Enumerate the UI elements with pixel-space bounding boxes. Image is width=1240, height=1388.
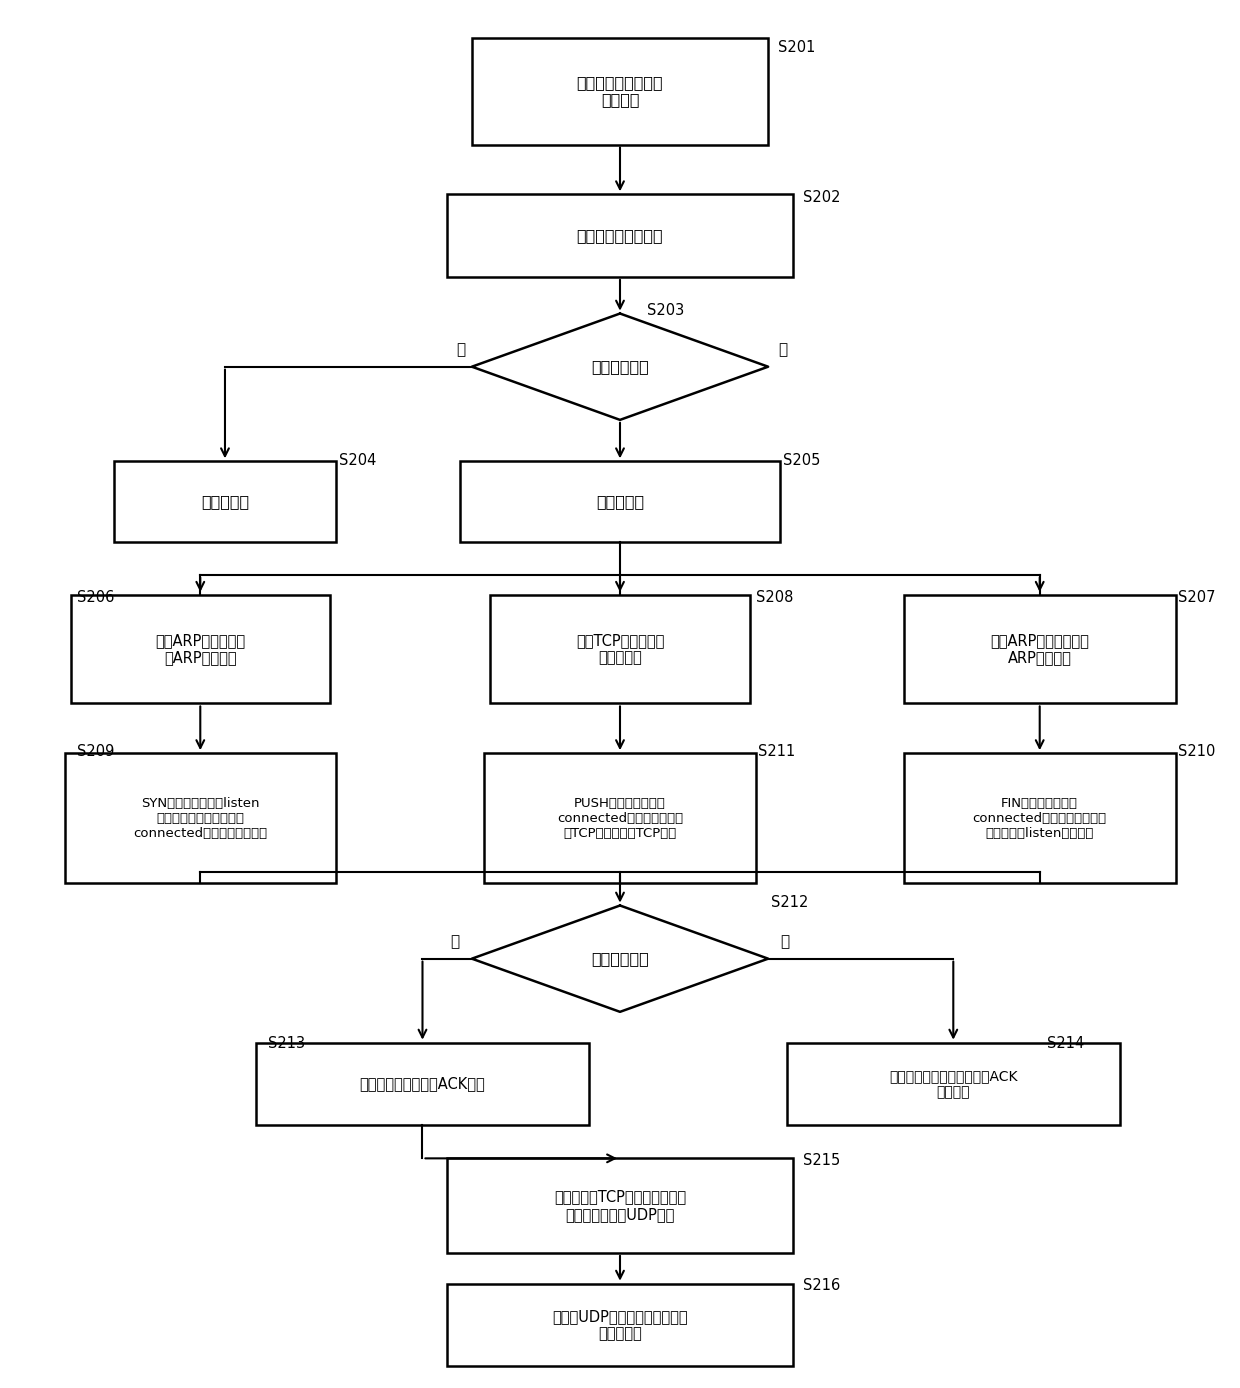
Text: S215: S215 <box>802 1153 839 1167</box>
Bar <box>448 194 792 276</box>
Text: 是: 是 <box>450 934 460 949</box>
Text: 采集一帧报文，提取
关键字段: 采集一帧报文，提取 关键字段 <box>577 75 663 108</box>
Bar <box>904 594 1176 704</box>
Text: S216: S216 <box>802 1278 839 1294</box>
Text: S205: S205 <box>782 454 821 468</box>
Text: S202: S202 <box>802 190 841 205</box>
Text: S214: S214 <box>1047 1035 1084 1051</box>
Text: S211: S211 <box>758 744 796 759</box>
Text: SYN符号时，且处于listen
状态，则经过三次握手后
connected状态识别状态标识: SYN符号时，且处于listen 状态，则经过三次握手后 connected状态… <box>133 797 268 840</box>
Text: 判断是否相等: 判断是否相等 <box>591 951 649 966</box>
Text: 识别协议名: 识别协议名 <box>596 494 644 509</box>
Bar <box>786 1042 1120 1126</box>
Text: S208: S208 <box>756 590 794 605</box>
Bar <box>904 754 1176 883</box>
Bar <box>114 461 336 541</box>
Text: 匹配目标机特征信息: 匹配目标机特征信息 <box>577 228 663 243</box>
Text: S209: S209 <box>77 744 114 759</box>
Text: FIN状态时，且处于
connected状态，则经过四次
挥手后回到listen监听状态: FIN状态时，且处于 connected状态，则经过四次 挥手后回到listen… <box>972 797 1107 840</box>
Text: PUSH状态时，且处于
connected状态，比较接收
的TCP序号和期望TCP序号: PUSH状态时，且处于 connected状态，比较接收 的TCP序号和期望TC… <box>557 797 683 840</box>
Text: 是: 是 <box>777 343 787 357</box>
Text: S204: S204 <box>339 454 376 468</box>
Text: S201: S201 <box>777 40 816 54</box>
Text: S213: S213 <box>268 1035 305 1051</box>
Text: S203: S203 <box>647 303 684 318</box>
Text: 不更新期望序号，且不回应ACK
确认报文: 不更新期望序号，且不回应ACK 确认报文 <box>889 1069 1018 1099</box>
Text: 否: 否 <box>456 343 466 357</box>
Bar <box>472 39 768 144</box>
Bar <box>71 594 330 704</box>
Bar <box>490 594 750 704</box>
Text: 采用TCP协议时，识
别状态标识: 采用TCP协议时，识 别状态标识 <box>575 633 665 665</box>
Text: S207: S207 <box>1178 590 1215 605</box>
Text: 丢弃当前帧: 丢弃当前帧 <box>201 494 249 509</box>
Bar <box>255 1042 589 1126</box>
Bar <box>64 754 336 883</box>
Text: S212: S212 <box>770 895 808 911</box>
Text: 计算报文的TCP数据部分的检验
和，并组合新的UDP报文: 计算报文的TCP数据部分的检验 和，并组合新的UDP报文 <box>554 1190 686 1221</box>
Bar <box>460 461 780 541</box>
Text: 更新期望序号，回应ACK确认: 更新期望序号，回应ACK确认 <box>360 1077 485 1091</box>
Text: S206: S206 <box>77 590 114 605</box>
Text: 将新的UDP报文发送到单向网络
端的目标机: 将新的UDP报文发送到单向网络 端的目标机 <box>552 1309 688 1341</box>
Bar <box>448 1284 792 1366</box>
Bar <box>448 1159 792 1253</box>
Text: S210: S210 <box>1178 744 1215 759</box>
Bar <box>484 754 756 883</box>
Text: 否: 否 <box>780 934 790 949</box>
Text: 采用ARP协议时，回应
ARP应答报文: 采用ARP协议时，回应 ARP应答报文 <box>991 633 1089 665</box>
Text: 判断是否匹配: 判断是否匹配 <box>591 359 649 375</box>
Text: 采用ARP协议时，回
应ARP应答报文: 采用ARP协议时，回 应ARP应答报文 <box>155 633 246 665</box>
